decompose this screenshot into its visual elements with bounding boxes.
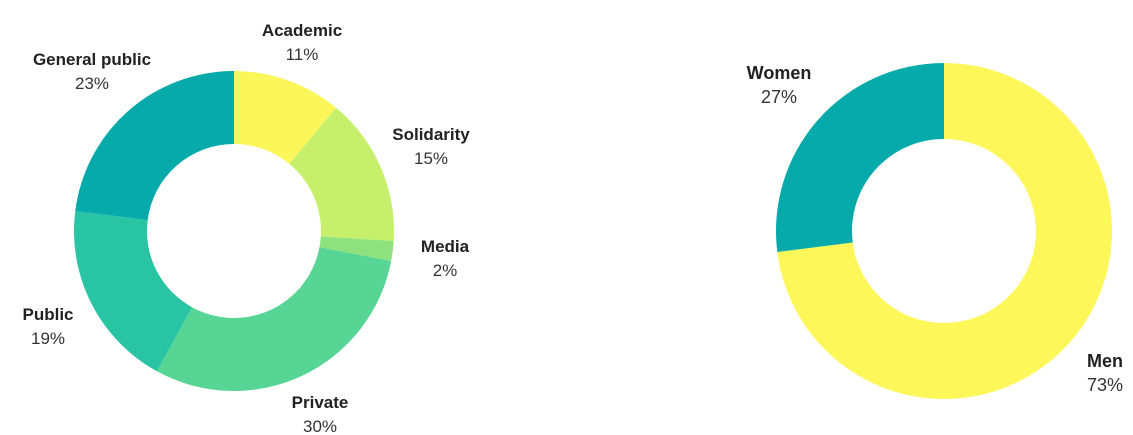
slice-value-solidarity: 15% (414, 149, 448, 168)
slice-value-women: 27% (761, 87, 797, 107)
slice-general-public (75, 71, 234, 221)
slice-label-general-public: General public (33, 50, 151, 69)
slice-label-men: Men (1087, 351, 1123, 371)
slice-value-media: 2% (433, 261, 458, 280)
slice-value-general-public: 23% (75, 74, 109, 93)
slice-label-public: Public (22, 305, 73, 324)
slice-women (776, 63, 944, 253)
slice-label-women: Women (747, 63, 812, 83)
slice-value-academic: 11% (286, 45, 319, 64)
slice-value-public: 19% (31, 329, 65, 348)
slice-value-men: 73% (1087, 375, 1123, 395)
slice-solidarity (289, 107, 394, 242)
slice-label-private: Private (292, 393, 349, 412)
slice-public (74, 210, 193, 372)
slice-academic (234, 71, 336, 164)
slice-label-media: Media (421, 237, 470, 256)
gender-donut-chart: Men 73% Women 27% (747, 63, 1123, 399)
slice-men (777, 63, 1112, 399)
slice-value-private: 30% (303, 417, 337, 435)
slice-label-solidarity: Solidarity (392, 125, 470, 144)
slice-media (319, 236, 394, 261)
sector-donut-chart: Academic 11% Solidarity 15% Media 2% Private 30… (22, 21, 470, 435)
slice-private (156, 247, 392, 392)
slice-label-academic: Academic (262, 21, 342, 40)
